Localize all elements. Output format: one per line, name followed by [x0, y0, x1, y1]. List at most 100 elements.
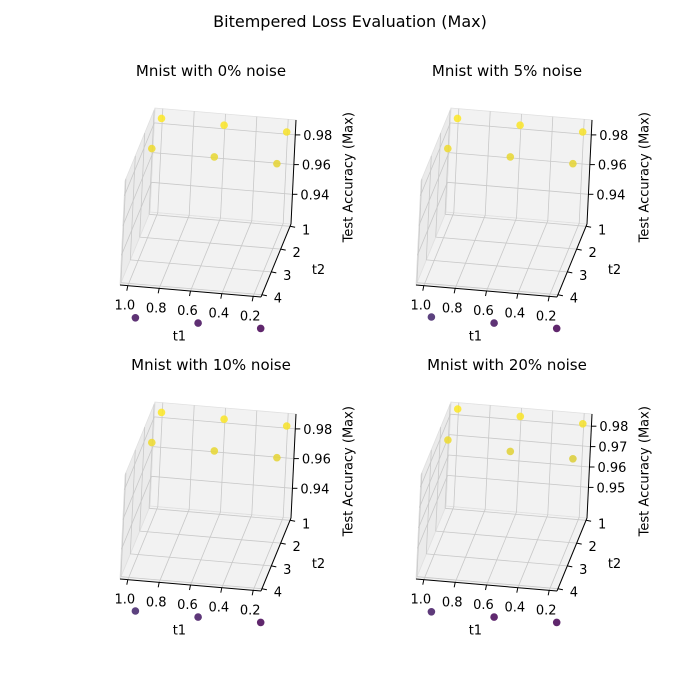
z-tick-label: 0.96 [598, 461, 627, 476]
data-point [282, 128, 291, 136]
x-tick [220, 293, 223, 299]
gridline-x [484, 405, 491, 510]
gridline-x [157, 402, 164, 507]
y-tick [271, 271, 277, 274]
gridline-y [129, 449, 136, 554]
x-tick-label: 0.4 [208, 307, 229, 322]
data-point [579, 420, 587, 428]
x-tick [157, 582, 160, 588]
data-point [282, 422, 291, 430]
data-point [131, 607, 140, 615]
gridline-x [188, 405, 195, 510]
data-point [210, 447, 219, 455]
gridline-y [129, 155, 136, 260]
gridline-y [120, 282, 262, 296]
gridline-x [453, 108, 460, 213]
gridline-x [220, 113, 226, 219]
figure-title: Bitempered Loss Evaluation (Max) [213, 12, 487, 31]
y-tick-label: 3 [283, 563, 291, 578]
y-tick [261, 294, 267, 297]
gridline-x [484, 111, 491, 216]
y-tick-label: 1 [302, 517, 310, 532]
gridline-z [447, 475, 589, 488]
gridline-z [419, 434, 450, 508]
y-axis-label: t2 [608, 263, 621, 278]
y-tick-label: 1 [302, 223, 310, 238]
y-tick-label: 3 [579, 269, 587, 284]
subplot-title: Mnist with 10% noise [131, 356, 291, 374]
y-tick-label: 1 [598, 517, 606, 532]
gridline-y [148, 404, 155, 509]
gridline-x [251, 410, 258, 515]
subplot-title: Mnist with 20% noise [427, 356, 587, 374]
gridline-x [548, 223, 580, 297]
data-point [220, 121, 228, 129]
gridline-z [418, 152, 450, 226]
gridline-y [148, 110, 155, 215]
data-point [220, 415, 228, 423]
data-point [148, 438, 156, 447]
y-tick [557, 294, 563, 297]
x-tick-label: 0.2 [240, 309, 261, 324]
z-axis-label: Test Accuracy (Max) [341, 406, 356, 537]
y-axis-line [556, 517, 588, 592]
data-point [490, 319, 498, 327]
gridline-z [417, 475, 448, 549]
gridline-z [121, 476, 152, 550]
data-point [516, 121, 524, 129]
gridline-z [151, 475, 293, 489]
data-point [131, 314, 140, 322]
x-tick-label: 0.6 [177, 598, 198, 613]
gridline-x [221, 220, 253, 294]
gridline-x [158, 509, 190, 583]
x-tick [126, 579, 129, 585]
data-point [427, 313, 436, 321]
gridline-y [426, 259, 568, 273]
y-tick-label: 4 [570, 586, 578, 601]
x-tick-label: 1.0 [410, 593, 431, 608]
data-point [552, 618, 561, 627]
y-tick-label: 2 [589, 540, 597, 555]
y-tick [290, 519, 296, 522]
x-tick [547, 590, 550, 596]
x-tick-label: 0.8 [442, 595, 463, 610]
side-pane [119, 401, 156, 580]
gridline-z [123, 122, 155, 197]
y-axis-line [260, 517, 292, 592]
data-point [506, 153, 515, 161]
y-tick [576, 248, 582, 251]
data-point [210, 153, 219, 161]
x-tick-label: 0.2 [536, 603, 557, 618]
gridline-z [417, 182, 448, 256]
x-tick [126, 285, 129, 291]
gridline-x [282, 413, 289, 518]
x-tick-label: 0.8 [146, 595, 167, 610]
gridline-x [127, 506, 159, 580]
data-point [552, 324, 561, 333]
data-point [148, 144, 156, 153]
gridline-y [139, 427, 146, 532]
z-axis-label: Test Accuracy (Max) [637, 112, 652, 243]
y-axis-line [556, 223, 588, 298]
gridline-x [516, 407, 522, 513]
x-tick-label: 0.2 [536, 309, 557, 324]
y-tick-label: 2 [589, 246, 597, 261]
gridline-y [416, 178, 423, 283]
subplot-title: Mnist with 0% noise [136, 62, 286, 80]
y-tick [280, 248, 286, 251]
gridline-z [449, 434, 591, 447]
x-tick [485, 290, 487, 297]
x-tick [516, 587, 519, 593]
gridline-x [188, 111, 195, 216]
data-point [157, 408, 166, 417]
side-pane [119, 107, 156, 286]
x-tick-label: 0.2 [240, 603, 261, 618]
gridline-x [516, 113, 522, 219]
y-tick [567, 565, 573, 568]
gridline-x [578, 119, 585, 224]
y-tick-label: 4 [570, 292, 578, 307]
